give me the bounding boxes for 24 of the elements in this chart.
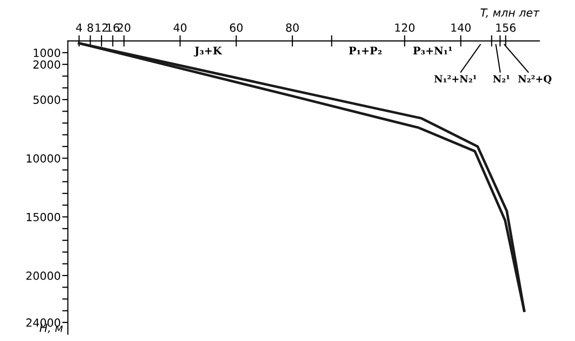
y-tick-label: 5000 xyxy=(33,96,60,104)
y-tick-label: 10000 xyxy=(26,154,60,163)
annotation: J₃+K xyxy=(194,46,222,57)
annotation: P₃+N₁¹ xyxy=(413,46,452,54)
x-tick-label: 120 xyxy=(395,23,414,32)
x-tick-label: 140 xyxy=(451,23,471,32)
y-tick-label: 20000 xyxy=(26,272,60,280)
x-tick-label: 4 xyxy=(76,24,82,32)
x-axis-title: T, млн лет xyxy=(480,8,540,18)
annotation: N₁²+N₂¹ xyxy=(434,75,476,82)
y-tick-label: 1000 xyxy=(34,48,60,58)
x-tick-label: 20 xyxy=(118,23,130,32)
y-tick-label: 2000 xyxy=(33,60,60,69)
annotation: P₁+P₂ xyxy=(349,46,382,54)
x-tick-label: 8 xyxy=(88,23,94,32)
annotation: N₂²+Q xyxy=(518,75,552,84)
x-tick-label: 60 xyxy=(230,23,243,32)
annotation: N₂¹ xyxy=(493,75,510,82)
x-tick-label: 156 xyxy=(496,23,516,32)
y-tick-label: 15000 xyxy=(26,212,60,222)
x-tick-label: 16 xyxy=(106,23,120,32)
x-tick-label: 80 xyxy=(286,23,299,32)
x-tick-label: 12 xyxy=(96,23,108,32)
x-tick-label: 40 xyxy=(174,23,186,32)
